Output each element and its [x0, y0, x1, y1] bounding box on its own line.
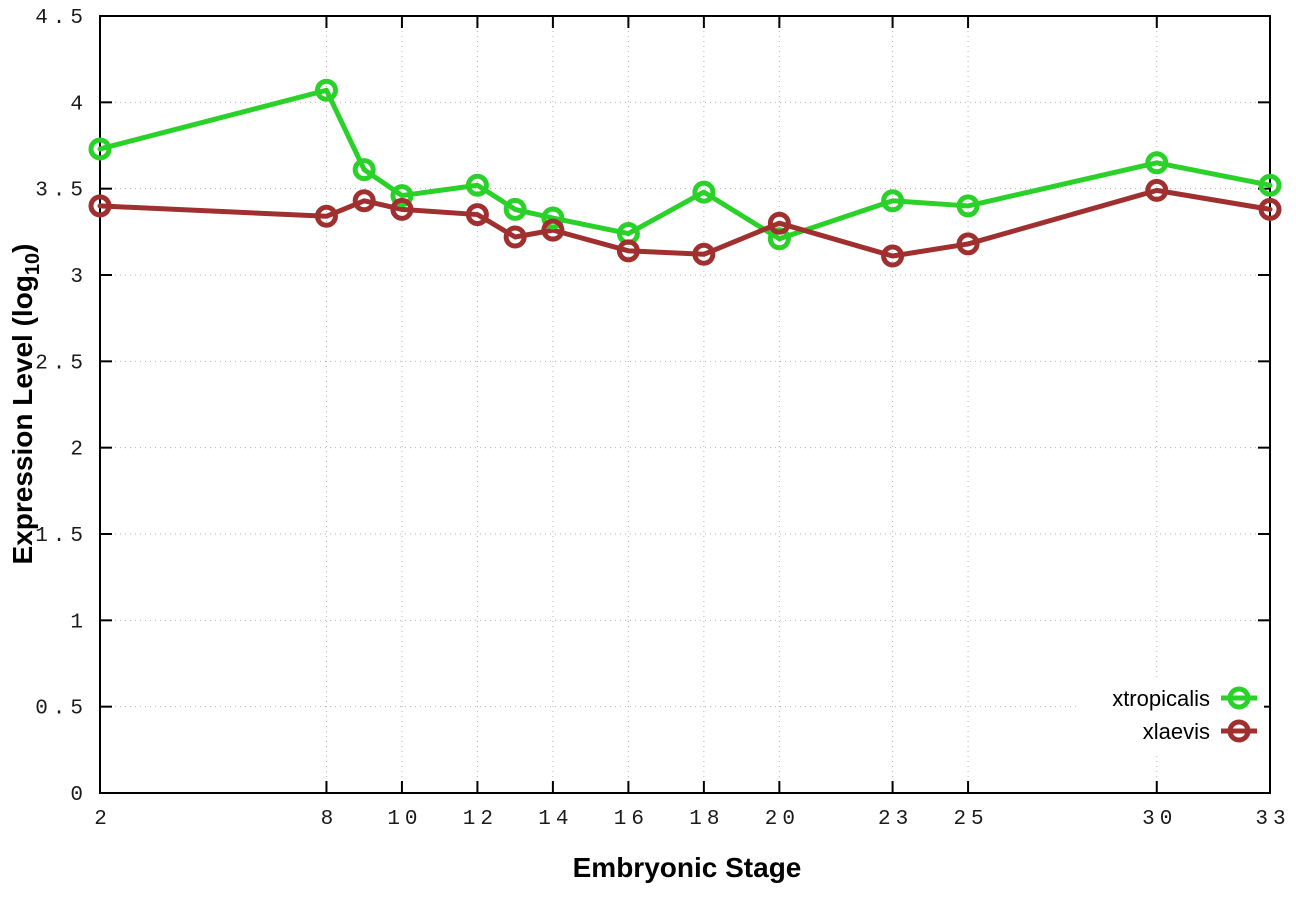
y-tick-label: 4.5 [35, 7, 88, 30]
series-line-xlaevis [97, 187, 1273, 259]
data-point-marker-xlaevis [314, 204, 338, 228]
x-tick-label: 10 [387, 808, 422, 831]
data-point-marker-xlaevis [1145, 178, 1169, 202]
data-point-marker-xtropicalis [314, 78, 338, 102]
x-tick-label: 25 [953, 808, 988, 831]
data-point-marker-xtropicalis [692, 180, 716, 204]
y-tick-label: 3.5 [35, 180, 88, 203]
data-point-marker-xtropicalis [1145, 151, 1169, 175]
series-line-xtropicalis [97, 87, 1273, 242]
y-tick-label: 0.5 [35, 698, 88, 721]
data-point-marker-xlaevis [692, 242, 716, 266]
x-tick-label: 12 [463, 808, 498, 831]
data-point-marker-xtropicalis [503, 197, 527, 221]
y-axis-title: Expression Level (log10) [7, 244, 45, 565]
data-point-marker-xtropicalis [88, 137, 112, 161]
y-tick-label: 2.5 [35, 352, 88, 375]
data-point-marker-xlaevis [616, 239, 640, 263]
data-point-marker-xlaevis [465, 203, 489, 227]
y-tick-label: 1.5 [35, 525, 88, 548]
data-point-marker-xtropicalis [352, 158, 376, 182]
data-point-marker-xlaevis [352, 189, 376, 213]
y-tick-label: 3 [70, 266, 88, 289]
x-tick-label: 18 [689, 808, 724, 831]
x-tick-label: 16 [614, 808, 649, 831]
data-point-marker-xtropicalis [956, 194, 980, 218]
data-point-marker-xlaevis [541, 218, 565, 242]
x-tick-label: 2 [94, 808, 112, 831]
y-axis-title-suffix: ) [7, 243, 39, 253]
data-point-marker-xtropicalis [390, 184, 414, 208]
data-point-marker-xlaevis [1258, 197, 1282, 221]
y-tick-label: 0 [70, 784, 88, 807]
legend-label-xtropicalis: xtropicalis [1112, 686, 1210, 711]
legend-marker-icon-xtropicalis [1227, 686, 1251, 710]
data-point-marker-xlaevis [88, 194, 112, 218]
data-point-marker-xlaevis [881, 244, 905, 268]
legend-marker-icon-xlaevis [1227, 719, 1251, 743]
x-axis-title: Embryonic Stage [572, 852, 802, 883]
y-tick-label: 4 [70, 93, 88, 116]
x-tick-label: 8 [321, 808, 339, 831]
x-tick-label: 30 [1142, 808, 1177, 831]
y-axis-title-subscript: 10 [21, 252, 44, 276]
data-point-marker-xlaevis [390, 197, 414, 221]
x-tick-label: 23 [878, 808, 913, 831]
data-point-marker-xtropicalis [465, 173, 489, 197]
legend-label-xlaevis: xlaevis [1143, 719, 1210, 744]
data-point-marker-xtropicalis [541, 206, 565, 230]
data-point-marker-xlaevis [767, 211, 791, 235]
y-tick-label: 2 [70, 439, 88, 462]
data-point-marker-xtropicalis [881, 189, 905, 213]
x-tick-label: 33 [1255, 808, 1290, 831]
y-tick-label: 1 [70, 611, 88, 634]
data-point-marker-xlaevis [956, 232, 980, 256]
data-point-marker-xlaevis [503, 225, 527, 249]
plot-border [99, 15, 1271, 794]
y-axis-title-prefix: Expression Level (log [7, 275, 39, 565]
x-tick-label: 20 [765, 808, 800, 831]
x-tick-label: 14 [538, 808, 573, 831]
data-point-marker-xtropicalis [1258, 173, 1282, 197]
